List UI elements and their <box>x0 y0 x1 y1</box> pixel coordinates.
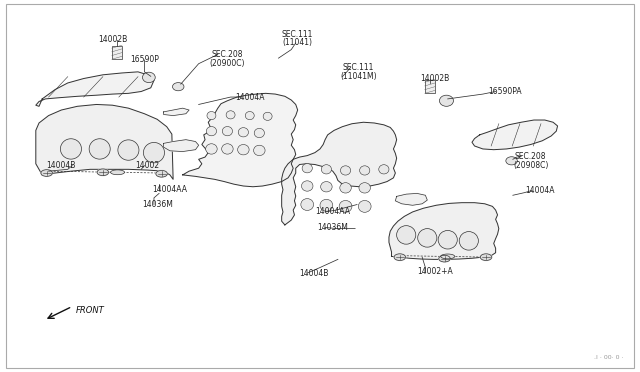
Polygon shape <box>282 122 397 225</box>
Polygon shape <box>164 108 189 116</box>
Ellipse shape <box>321 182 332 192</box>
Ellipse shape <box>359 183 371 193</box>
Ellipse shape <box>340 166 351 175</box>
Ellipse shape <box>360 166 370 175</box>
Text: 14036M: 14036M <box>141 200 173 209</box>
Ellipse shape <box>226 111 235 119</box>
Text: 14002B: 14002B <box>420 74 449 83</box>
Bar <box>425 80 435 93</box>
Polygon shape <box>182 93 298 187</box>
Circle shape <box>439 255 451 262</box>
Ellipse shape <box>441 254 455 259</box>
Text: 14004AA: 14004AA <box>152 185 188 194</box>
Ellipse shape <box>438 231 458 249</box>
Ellipse shape <box>379 165 389 174</box>
Ellipse shape <box>111 170 125 175</box>
Polygon shape <box>396 193 428 205</box>
Ellipse shape <box>460 232 478 250</box>
Text: 14004A: 14004A <box>235 93 264 102</box>
Ellipse shape <box>263 112 272 121</box>
Text: SEC.111: SEC.111 <box>342 63 374 72</box>
Ellipse shape <box>358 201 371 212</box>
Ellipse shape <box>301 199 314 211</box>
Ellipse shape <box>207 112 216 120</box>
Ellipse shape <box>221 144 233 154</box>
Text: (11041M): (11041M) <box>340 72 376 81</box>
Text: 14004A: 14004A <box>525 186 555 195</box>
Text: 14004B: 14004B <box>299 269 328 278</box>
Ellipse shape <box>143 72 156 83</box>
Bar <box>112 46 122 59</box>
Ellipse shape <box>206 126 216 136</box>
Ellipse shape <box>238 128 248 137</box>
Ellipse shape <box>321 165 332 174</box>
Circle shape <box>97 169 109 176</box>
Circle shape <box>41 170 52 176</box>
Polygon shape <box>164 140 198 151</box>
Ellipse shape <box>173 83 184 91</box>
Polygon shape <box>389 203 499 259</box>
Ellipse shape <box>118 140 139 160</box>
Ellipse shape <box>89 139 110 159</box>
Ellipse shape <box>205 144 217 154</box>
Ellipse shape <box>254 128 264 138</box>
Ellipse shape <box>320 199 333 211</box>
Ellipse shape <box>302 164 312 173</box>
Text: 14002B: 14002B <box>98 35 127 44</box>
Text: .I · 00· 0 ·: .I · 00· 0 · <box>594 355 623 360</box>
Text: 14004B: 14004B <box>47 161 76 170</box>
Text: (20900C): (20900C) <box>210 59 245 68</box>
Circle shape <box>394 254 406 260</box>
Ellipse shape <box>340 183 351 193</box>
Polygon shape <box>36 105 173 179</box>
Circle shape <box>156 170 168 177</box>
Ellipse shape <box>222 126 232 136</box>
Ellipse shape <box>397 226 416 244</box>
Text: SEC.111: SEC.111 <box>282 29 314 39</box>
Text: SEC.208: SEC.208 <box>212 50 243 59</box>
Text: 14004AA: 14004AA <box>316 208 350 217</box>
Ellipse shape <box>339 201 352 212</box>
Text: 14002: 14002 <box>136 161 159 170</box>
Text: 14036M: 14036M <box>317 223 348 232</box>
Polygon shape <box>36 72 154 106</box>
Ellipse shape <box>245 112 254 120</box>
Polygon shape <box>472 120 557 150</box>
Ellipse shape <box>143 142 164 163</box>
Circle shape <box>480 254 492 260</box>
Ellipse shape <box>60 139 81 159</box>
Text: FRONT: FRONT <box>76 306 105 315</box>
Ellipse shape <box>253 145 265 155</box>
Text: 16590PA: 16590PA <box>488 87 522 96</box>
Ellipse shape <box>418 229 437 247</box>
Text: 14002+A: 14002+A <box>417 267 453 276</box>
Ellipse shape <box>301 181 313 191</box>
Text: (20908C): (20908C) <box>513 161 548 170</box>
Ellipse shape <box>440 95 454 106</box>
Ellipse shape <box>237 144 249 155</box>
Ellipse shape <box>506 157 517 165</box>
Text: (11041): (11041) <box>283 38 313 48</box>
Text: 16590P: 16590P <box>130 55 159 64</box>
Text: SEC.208: SEC.208 <box>515 152 547 161</box>
